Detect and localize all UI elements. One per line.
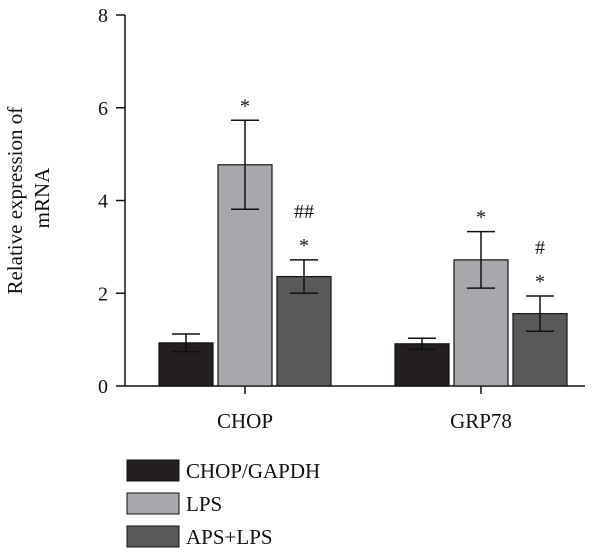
bars [158,119,568,387]
y-tick-label-3: 6 [98,98,108,120]
y-tick-label-2: 4 [98,191,108,213]
legend-swatch-3 [126,525,180,548]
legend-label-2: LPS [186,492,222,516]
y-axis-label: Relative expression of mRNA [3,101,54,294]
y-axis-label-line-1: Relative expression of [3,107,27,295]
y-tick-label-0: 0 [98,376,108,398]
y-axis-label-line-2: mRNA [30,167,54,229]
y-tick-label-1: 2 [98,283,108,305]
significance-mark: # [535,237,545,259]
x-tick-label-chop: CHOP [217,409,273,433]
legend-label-3: APS+LPS [186,525,273,549]
significance-mark: * [240,95,250,117]
legend-label-1: CHOP/GAPDH [186,459,320,483]
bar-chop-3 [276,275,332,387]
y-axis: 0 2 4 6 8 [98,5,126,398]
legend-swatch-1 [126,459,180,482]
significance-mark: * [535,271,545,293]
bar-grp78-1 [394,343,450,387]
significance-mark: * [476,207,486,229]
x-axis: CHOP GRP78 [125,385,585,433]
significance-mark: ## [294,201,314,223]
y-tick-label-4: 8 [98,5,108,27]
legend: CHOP/GAPDH LPS APS+LPS [126,459,320,549]
x-tick-label-grp78: GRP78 [450,409,512,433]
legend-swatch-2 [126,492,180,515]
significance-mark: * [299,235,309,257]
significance-annotations: * ## * * # * [240,95,545,293]
